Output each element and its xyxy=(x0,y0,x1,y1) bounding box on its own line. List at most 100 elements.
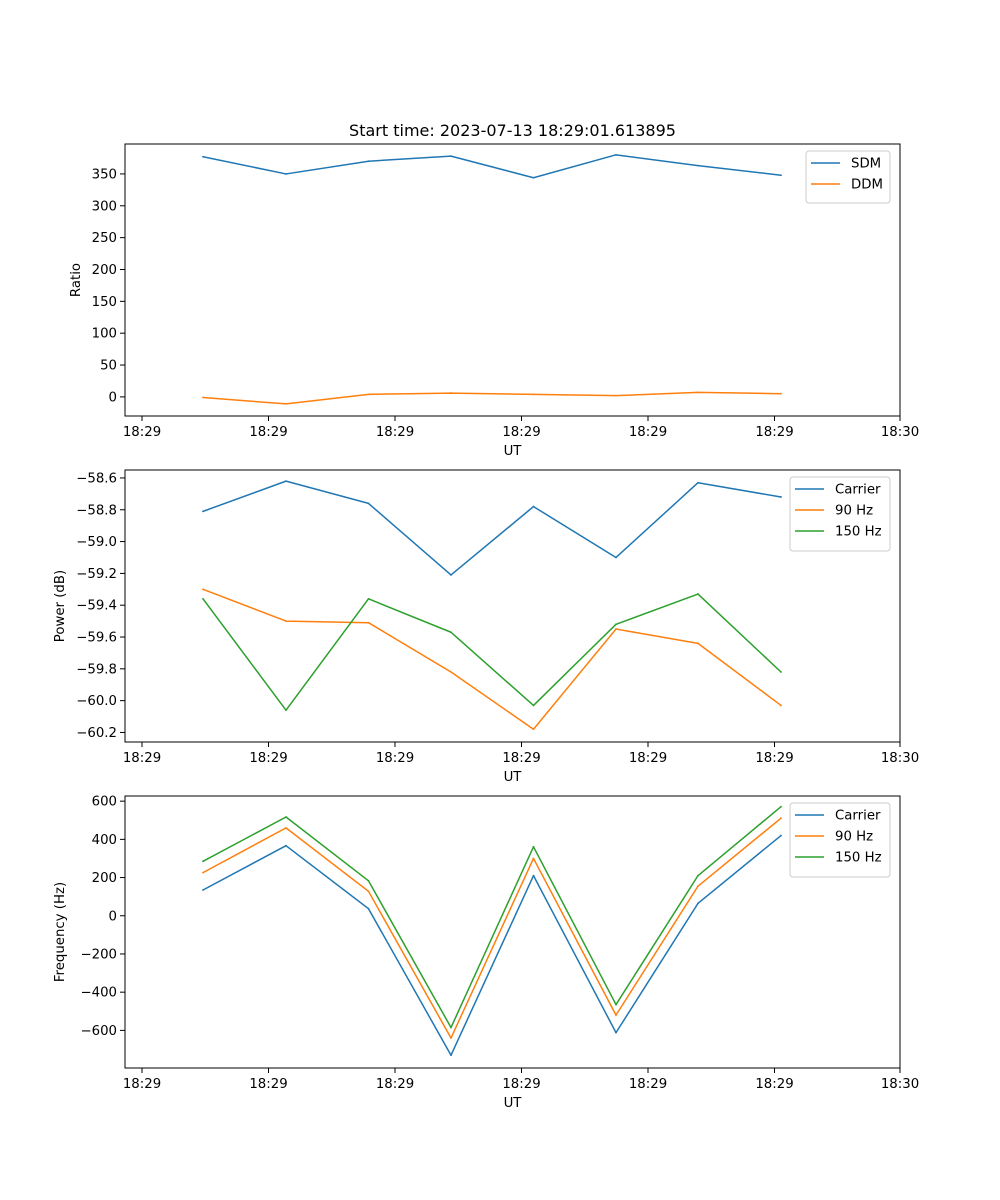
y-tick-label: 400 xyxy=(92,833,117,848)
data-point xyxy=(532,874,535,877)
data-point xyxy=(615,1003,617,1006)
x-tick-label: 18:29 xyxy=(629,751,667,766)
axes-frame xyxy=(124,469,901,743)
series-line-90-hz xyxy=(202,817,782,1039)
power-panel: 18:29 18:29 18:29 18:29 18:29 18:29 18:30 −60.2… xyxy=(53,469,919,785)
y-tick-label: 250 xyxy=(92,231,117,246)
data-point xyxy=(615,628,617,630)
data-point xyxy=(285,709,287,712)
legend-label: 150 Hz xyxy=(835,525,882,540)
y-tick-label: 50 xyxy=(100,359,117,374)
legend: Carrier 90 Hz 150 Hz xyxy=(789,476,891,552)
data-point xyxy=(532,704,535,707)
data-point xyxy=(367,621,370,624)
data-point xyxy=(285,826,287,829)
data-point xyxy=(367,597,370,600)
data-point xyxy=(697,642,699,645)
y-tick-label: −59.8 xyxy=(76,662,117,677)
x-tick-label: 18:30 xyxy=(881,751,919,766)
legend-label: 90 Hz xyxy=(835,830,873,845)
data-point xyxy=(615,623,617,626)
y-tick-label: 150 xyxy=(92,295,117,310)
x-tick-label: 18:29 xyxy=(249,425,287,440)
data-point xyxy=(532,845,535,848)
data-point xyxy=(697,481,699,484)
data-point xyxy=(450,1037,452,1039)
y-tick-label: −200 xyxy=(80,947,117,962)
series-line-ddm xyxy=(202,391,782,405)
data-point xyxy=(202,155,204,158)
data-point xyxy=(285,816,287,818)
data-point xyxy=(780,392,782,395)
y-tick-label: 300 xyxy=(92,199,117,214)
x-tick-label: 18:29 xyxy=(376,751,414,766)
data-point xyxy=(367,907,370,910)
series-line-150-hz xyxy=(202,593,782,711)
data-point xyxy=(780,496,782,498)
x-tick-label: 18:29 xyxy=(376,425,414,440)
x-axis-label: UT xyxy=(504,770,523,785)
data-point xyxy=(202,510,204,513)
series-line-carrier xyxy=(202,480,782,576)
series-line-sdm xyxy=(202,154,782,179)
data-point xyxy=(697,391,699,394)
data-point xyxy=(780,671,782,673)
data-point xyxy=(450,1026,452,1029)
x-tick-label: 18:29 xyxy=(249,751,287,766)
data-point xyxy=(615,394,617,397)
y-tick-label: −400 xyxy=(80,986,117,1001)
data-point xyxy=(532,728,535,731)
data-point xyxy=(285,620,287,623)
data-point xyxy=(532,857,535,860)
data-point xyxy=(367,393,370,396)
y-tick-label: 100 xyxy=(92,327,117,342)
data-point xyxy=(450,631,452,634)
y-tick-label: −600 xyxy=(80,1024,117,1039)
x-tick-label: 18:29 xyxy=(249,1077,287,1092)
legend: Carrier 90 Hz 150 Hz xyxy=(789,802,891,878)
x-tick-label: 18:29 xyxy=(123,425,161,440)
legend-box xyxy=(789,802,891,878)
y-tick-label: 200 xyxy=(92,871,117,886)
data-point xyxy=(615,556,617,559)
data-point xyxy=(202,396,204,399)
y-axis-label: Frequency (Hz) xyxy=(53,882,68,982)
x-tick-label: 18:29 xyxy=(755,1077,793,1092)
y-tick-label: −59.0 xyxy=(76,535,117,550)
y-tick-label: −59.2 xyxy=(76,567,117,582)
x-tick-label: 18:30 xyxy=(881,425,919,440)
data-point xyxy=(780,834,782,837)
data-point xyxy=(367,890,370,893)
y-axis-label: Ratio xyxy=(69,263,84,297)
legend-label: 150 Hz xyxy=(835,851,882,866)
y-tick-label: 0 xyxy=(109,909,117,924)
x-tick-label: 18:29 xyxy=(123,1077,161,1092)
y-tick-label: −60.2 xyxy=(76,726,117,741)
x-tick-label: 18:29 xyxy=(502,751,540,766)
y-tick-label: −60.0 xyxy=(76,694,117,709)
data-point xyxy=(697,593,699,595)
x-tick-label: 18:30 xyxy=(881,1077,919,1092)
y-tick-label: −59.4 xyxy=(76,599,117,614)
data-point xyxy=(285,844,287,847)
y-tick-label: −58.6 xyxy=(76,471,117,486)
data-point xyxy=(367,160,370,163)
x-tick-label: 18:29 xyxy=(502,425,540,440)
data-point xyxy=(615,153,617,156)
data-point xyxy=(697,885,699,888)
figure-title: Start time: 2023-07-13 18:29:01.613895 xyxy=(349,121,676,140)
y-tick-label: 600 xyxy=(92,795,117,810)
legend-label: 90 Hz xyxy=(835,504,873,519)
data-point xyxy=(780,704,782,707)
x-tick-label: 18:29 xyxy=(755,751,793,766)
data-point xyxy=(532,393,535,396)
data-point xyxy=(697,902,699,905)
data-point xyxy=(450,392,452,394)
frequency-panel: 18:29 18:29 18:29 18:29 18:29 18:29 18:30 −600 −… xyxy=(53,795,919,1111)
legend-label: SDM xyxy=(851,157,881,172)
x-tick-label: 18:29 xyxy=(123,751,161,766)
data-point xyxy=(532,176,535,179)
data-point xyxy=(450,671,452,673)
y-axis-label: Power (dB) xyxy=(53,570,68,642)
series-line-carrier xyxy=(202,834,782,1056)
